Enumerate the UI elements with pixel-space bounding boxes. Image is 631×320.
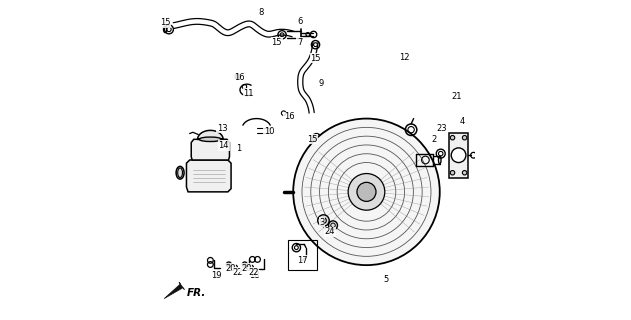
- Text: 10: 10: [264, 127, 274, 136]
- Circle shape: [463, 135, 467, 140]
- Text: 15: 15: [271, 38, 282, 47]
- Text: 16: 16: [284, 113, 295, 122]
- Text: 22: 22: [248, 268, 259, 277]
- Text: 2: 2: [432, 135, 437, 144]
- Circle shape: [329, 221, 338, 230]
- Text: 14: 14: [218, 141, 229, 150]
- Bar: [288, 240, 317, 270]
- Text: 11: 11: [244, 89, 254, 98]
- Circle shape: [233, 265, 237, 270]
- Circle shape: [451, 148, 466, 163]
- Text: 20: 20: [241, 264, 252, 273]
- Text: FR.: FR.: [187, 288, 206, 298]
- Text: 7: 7: [297, 38, 302, 47]
- Text: 15: 15: [310, 53, 321, 62]
- Polygon shape: [187, 160, 231, 192]
- Circle shape: [357, 182, 376, 201]
- Text: 21: 21: [451, 92, 461, 101]
- Circle shape: [293, 119, 440, 265]
- Text: 18: 18: [249, 271, 259, 280]
- Text: 16: 16: [234, 73, 245, 82]
- Text: 20: 20: [225, 264, 236, 273]
- Circle shape: [318, 215, 329, 226]
- Text: 5: 5: [383, 275, 388, 284]
- Polygon shape: [164, 282, 184, 299]
- Ellipse shape: [176, 166, 184, 179]
- Text: 23: 23: [436, 124, 447, 132]
- Bar: [449, 133, 468, 178]
- Circle shape: [463, 171, 467, 175]
- Text: 15: 15: [307, 135, 317, 144]
- Circle shape: [242, 262, 247, 267]
- Text: 15: 15: [160, 19, 170, 28]
- Text: 3: 3: [319, 218, 324, 227]
- Circle shape: [249, 265, 254, 270]
- Text: 13: 13: [217, 124, 228, 132]
- Text: 19: 19: [211, 271, 222, 280]
- Circle shape: [451, 171, 455, 175]
- Text: 1: 1: [236, 144, 241, 153]
- Polygon shape: [191, 139, 230, 160]
- Polygon shape: [198, 130, 223, 139]
- Circle shape: [227, 262, 232, 267]
- Text: 9: 9: [319, 79, 324, 88]
- Circle shape: [348, 173, 385, 210]
- Text: 22: 22: [232, 268, 243, 277]
- Circle shape: [451, 135, 455, 140]
- Text: 12: 12: [399, 53, 410, 62]
- Text: 8: 8: [259, 8, 264, 17]
- Text: 17: 17: [297, 256, 307, 265]
- Text: 24: 24: [324, 227, 335, 236]
- Ellipse shape: [199, 137, 221, 141]
- Text: 4: 4: [459, 117, 464, 126]
- Text: 6: 6: [297, 17, 302, 26]
